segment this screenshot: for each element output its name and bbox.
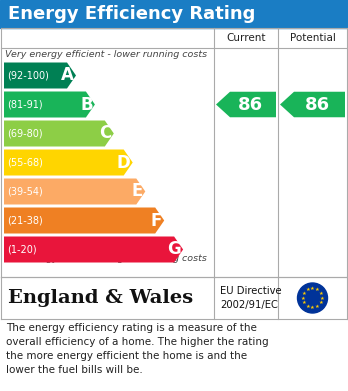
- Text: A: A: [61, 66, 74, 84]
- Text: EU Directive
2002/91/EC: EU Directive 2002/91/EC: [220, 286, 282, 310]
- Polygon shape: [4, 63, 76, 88]
- Text: Current: Current: [226, 33, 266, 43]
- Text: Not energy efficient - higher running costs: Not energy efficient - higher running co…: [5, 254, 207, 263]
- Text: C: C: [100, 124, 112, 142]
- Text: Energy Efficiency Rating: Energy Efficiency Rating: [8, 5, 255, 23]
- Text: ★: ★: [306, 287, 310, 292]
- Text: 86: 86: [238, 95, 263, 113]
- Text: (69-80): (69-80): [7, 129, 42, 138]
- Polygon shape: [4, 120, 114, 147]
- Polygon shape: [280, 92, 345, 117]
- Text: ★: ★: [315, 287, 319, 292]
- Text: Potential: Potential: [290, 33, 335, 43]
- Text: ★: ★: [302, 291, 307, 296]
- Polygon shape: [4, 149, 133, 176]
- Text: (21-38): (21-38): [7, 215, 43, 226]
- Text: ★: ★: [306, 303, 310, 308]
- Text: ★: ★: [318, 291, 323, 296]
- Text: Very energy efficient - lower running costs: Very energy efficient - lower running co…: [5, 50, 207, 59]
- Text: The energy efficiency rating is a measure of the
overall efficiency of a home. T: The energy efficiency rating is a measur…: [6, 323, 269, 375]
- Polygon shape: [4, 208, 164, 233]
- Text: B: B: [80, 95, 93, 113]
- Text: E: E: [132, 183, 143, 201]
- Text: D: D: [117, 154, 131, 172]
- Text: ★: ★: [315, 303, 319, 308]
- Text: (55-68): (55-68): [7, 158, 43, 167]
- Text: 86: 86: [304, 95, 330, 113]
- Bar: [0, 277, 348, 319]
- Text: G: G: [167, 240, 181, 258]
- Polygon shape: [216, 92, 276, 117]
- Bar: [0, 0, 348, 28]
- Text: ★: ★: [302, 300, 307, 305]
- Text: ★: ★: [301, 296, 306, 301]
- Text: (81-91): (81-91): [7, 99, 42, 109]
- Polygon shape: [4, 179, 145, 204]
- Text: ★: ★: [310, 305, 315, 310]
- Text: F: F: [151, 212, 162, 230]
- Text: (1-20): (1-20): [7, 244, 37, 255]
- Text: (92-100): (92-100): [7, 70, 49, 81]
- Text: England & Wales: England & Wales: [8, 289, 193, 307]
- Text: (39-54): (39-54): [7, 187, 43, 197]
- Circle shape: [298, 283, 327, 313]
- Polygon shape: [4, 91, 95, 118]
- Text: ★: ★: [319, 296, 324, 301]
- Text: ★: ★: [310, 286, 315, 291]
- Bar: [0, 28, 348, 277]
- Text: ★: ★: [318, 300, 323, 305]
- Polygon shape: [4, 237, 183, 262]
